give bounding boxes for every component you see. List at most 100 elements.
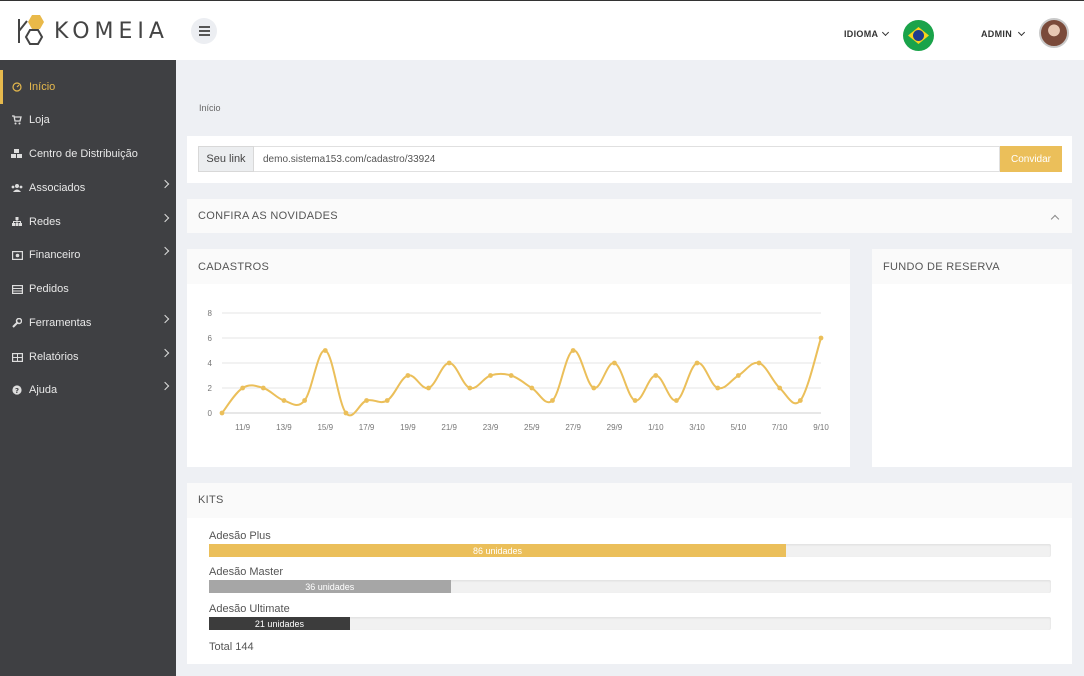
data-point — [550, 398, 555, 403]
language-label: IDIOMA — [844, 29, 878, 39]
table-icon — [10, 350, 24, 364]
y-tick-label: 2 — [208, 384, 213, 393]
hamburger-icon — [198, 26, 210, 28]
x-tick-label: 27/9 — [565, 423, 581, 432]
data-point — [240, 385, 246, 391]
kit-progress-bar: 86 unidades — [209, 544, 786, 557]
data-point — [488, 373, 493, 378]
sidebar-item-label: Ajuda — [29, 384, 58, 396]
users-icon — [10, 181, 24, 195]
menu-toggle-button[interactable] — [191, 18, 217, 44]
x-tick-label: 19/9 — [400, 423, 416, 432]
registrations-panel: CADASTROS 0 2 4 6 8 11/9 13/9 15/9 17/9 19/9 21/9 2… — [187, 249, 850, 467]
x-tick-label: 17/9 — [359, 423, 375, 432]
data-point — [756, 360, 762, 366]
data-point — [777, 385, 783, 391]
data-point — [508, 373, 514, 378]
kits-panel: KITS Adesão Plus 86 unidades Adesão Mast… — [187, 483, 1072, 664]
kit-progress-track: 36 unidades — [209, 580, 1051, 593]
sidebar: Início Loja Centro de Distribuição Assoc… — [0, 60, 176, 676]
user-dropdown[interactable]: ADMIN — [981, 28, 1025, 39]
data-point — [570, 348, 576, 353]
data-point — [694, 360, 700, 366]
x-tick-label: 21/9 — [441, 423, 457, 432]
registrations-panel-title: CADASTROS — [198, 261, 270, 273]
sitemap-icon — [10, 215, 24, 229]
chevron-down-icon — [881, 28, 889, 37]
reserve-fund-panel-title: FUNDO DE RESERVA — [883, 261, 1000, 273]
avatar[interactable] — [1039, 18, 1069, 48]
language-dropdown[interactable]: IDIOMA — [844, 28, 889, 39]
data-point — [343, 410, 349, 416]
y-tick-label: 0 — [208, 409, 213, 418]
x-tick-label: 7/10 — [772, 423, 788, 432]
sidebar-item-centro-distribuicao[interactable]: Centro de Distribuição — [0, 137, 176, 171]
chevron-up-icon[interactable] — [1050, 214, 1060, 224]
x-tick-label: 25/9 — [524, 423, 540, 432]
data-point — [591, 385, 597, 391]
user-label: ADMIN — [981, 29, 1012, 39]
data-point — [302, 398, 308, 403]
invite-button[interactable]: Convidar — [1000, 146, 1062, 172]
reserve-fund-panel: FUNDO DE RESERVA — [872, 249, 1072, 467]
flag-globe — [913, 30, 924, 41]
kit-progress-track: 21 unidades — [209, 617, 1051, 630]
x-tick-label: 15/9 — [317, 423, 333, 432]
x-tick-label: 1/10 — [648, 423, 664, 432]
data-point — [529, 385, 535, 391]
kit-progress-bar: 36 unidades — [209, 580, 451, 593]
sidebar-item-relatorios[interactable]: Relatórios — [0, 340, 176, 374]
komeia-logo[interactable]: KOMEIA — [14, 13, 169, 49]
kit-name: Adesão Ultimate — [209, 603, 290, 615]
invite-link-field[interactable]: demo.sistema153.com/cadastro/33924 — [254, 146, 1000, 172]
chevron-right-icon — [160, 213, 170, 223]
kit-progress-bar: 21 unidades — [209, 617, 350, 630]
data-point — [632, 398, 638, 403]
sidebar-item-pedidos[interactable]: Pedidos — [0, 272, 176, 306]
sidebar-item-label: Redes — [29, 216, 61, 228]
kits-panel-header: KITS — [187, 483, 1072, 518]
breadcrumb[interactable]: Início — [199, 103, 221, 113]
y-tick-label: 4 — [208, 359, 213, 368]
cart-icon — [10, 113, 24, 127]
svg-text:?: ? — [15, 387, 19, 395]
gauge-icon — [10, 80, 24, 94]
sidebar-item-redes[interactable]: Redes — [0, 205, 176, 239]
data-point — [260, 385, 266, 391]
top-header: KOMEIA IDIOMA ADMIN — [0, 0, 1084, 60]
sidebar-item-associados[interactable]: Associados — [0, 171, 176, 205]
chevron-right-icon — [160, 246, 170, 256]
sidebar-item-financeiro[interactable]: Financeiro — [0, 238, 176, 272]
kit-name: Adesão Plus — [209, 530, 271, 542]
kit-progress-track: 86 unidades — [209, 544, 1051, 557]
sidebar-item-ferramentas[interactable]: Ferramentas — [0, 306, 176, 340]
x-tick-label: 13/9 — [276, 423, 292, 432]
sidebar-item-ajuda[interactable]: ? Ajuda — [0, 373, 176, 407]
data-point — [281, 398, 287, 403]
kit-name: Adesão Master — [209, 566, 283, 578]
chevron-down-icon — [1017, 28, 1025, 37]
sidebar-item-inicio[interactable]: Início — [0, 70, 176, 104]
sidebar-item-loja[interactable]: Loja — [0, 103, 176, 137]
kits-panel-title: KITS — [198, 494, 224, 506]
data-point — [467, 385, 473, 391]
data-point — [674, 398, 679, 403]
x-tick-label: 3/10 — [689, 423, 705, 432]
sidebar-item-label: Relatórios — [29, 351, 79, 363]
money-icon — [10, 248, 24, 262]
data-point — [715, 385, 721, 391]
brazil-flag-icon[interactable] — [903, 20, 934, 51]
invite-link-panel: Seu link demo.sistema153.com/cadastro/33… — [187, 136, 1072, 183]
chevron-right-icon — [160, 314, 170, 324]
list-icon — [10, 282, 24, 296]
news-panel[interactable]: CONFIRA AS NOVIDADES — [187, 199, 1072, 233]
chevron-right-icon — [160, 381, 170, 391]
y-tick-label: 6 — [208, 334, 213, 343]
hamburger-icon-line — [198, 34, 210, 36]
logo-hexagon-icon — [18, 15, 44, 45]
data-point — [653, 373, 659, 378]
chevron-right-icon — [160, 179, 170, 189]
invite-link-label: Seu link — [198, 146, 254, 172]
kits-total: Total 144 — [209, 641, 254, 653]
data-point — [384, 398, 390, 403]
